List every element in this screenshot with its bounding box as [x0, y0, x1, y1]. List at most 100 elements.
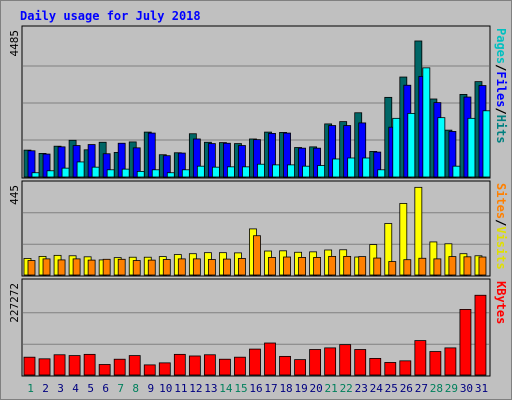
sites-visits-max-label: 445 [8, 185, 21, 205]
sites-visits-bar-sites-day-6 [102, 258, 111, 276]
sites-visits-bar-sites-day-18 [283, 256, 291, 276]
pages-files-hits-bar-pages-day-25 [392, 117, 401, 178]
pages-files-hits-bar-pages-day-11 [181, 169, 190, 178]
kbytes-bar-kbytes-day-14 [219, 358, 231, 376]
pages-files-hits-bar-files-day-13 [207, 143, 216, 178]
pages-files-hits-bar-files-day-14 [223, 142, 231, 178]
pages-files-hits-bar-files-day-22 [343, 125, 352, 178]
kbytes-bar-kbytes-day-1 [23, 356, 36, 376]
x-tick-label-day-6: 6 [102, 382, 109, 395]
x-tick-label-day-25: 25 [385, 382, 398, 395]
pages-files-hits-bar-files-day-6 [102, 153, 111, 178]
pages-files-hits-bar-files-day-9 [147, 132, 156, 178]
pages-files-hits-legend: Pages/Files/Hits [494, 28, 508, 144]
sites-visits-bar-sites-day-22 [343, 255, 352, 276]
kbytes-bar-kbytes-day-21 [324, 347, 337, 376]
x-tick-label-day-27: 27 [415, 382, 428, 395]
pages-files-hits-bar-pages-day-31 [482, 110, 491, 178]
pages-files-hits-bar-pages-day-22 [347, 157, 356, 178]
sites-visits-bar-visits-day-28 [429, 241, 438, 276]
pages-files-hits-bar-files-day-5 [87, 144, 96, 178]
sites-visits-bar-visits-day-25 [384, 223, 393, 276]
kbytes-bar-kbytes-day-9 [143, 364, 156, 376]
x-tick-label-day-14: 14 [219, 382, 233, 395]
kbytes-bar-kbytes-day-24 [369, 358, 382, 376]
legend-item-files: Files [494, 71, 508, 107]
pages-files-hits-bar-pages-day-13 [211, 166, 220, 178]
pages-files-hits-bar-files-day-15 [238, 145, 246, 178]
sites-visits-bar-sites-day-7 [117, 258, 126, 276]
pages-files-hits-bar-pages-day-2 [46, 170, 55, 178]
pages-files-hits-bar-pages-day-1 [31, 172, 40, 178]
pages-files-hits-bar-pages-day-28 [437, 117, 446, 178]
sites-visits-bar-sites-day-30 [463, 256, 472, 276]
pages-files-hits-bar-files-day-19 [298, 147, 306, 178]
sites-visits-bar-sites-day-1 [27, 260, 36, 276]
x-tick-label-day-4: 4 [72, 382, 79, 395]
legend-item-kbytes: KBytes [494, 281, 508, 324]
legend-item-visits: Visits [494, 226, 508, 269]
kbytes-bar-kbytes-day-25 [384, 362, 397, 376]
legend-item-slash: / [494, 64, 508, 71]
kbytes-bar-kbytes-day-6 [98, 364, 111, 376]
sites-visits-bar-sites-day-3 [57, 259, 66, 276]
kbytes-bar-kbytes-day-16 [249, 348, 261, 376]
x-tick-label-day-18: 18 [279, 382, 292, 395]
sites-visits-bar-sites-day-12 [192, 258, 201, 276]
sites-visits-bar-sites-day-24 [373, 257, 382, 276]
pages-files-hits-bar-pages-day-7 [121, 168, 130, 178]
x-tick-label-day-22: 22 [340, 382, 353, 395]
sites-visits-bar-sites-day-2 [42, 258, 51, 276]
sites-visits-bar-sites-day-20 [313, 257, 322, 276]
kbytes-bar-kbytes-day-31 [474, 294, 487, 376]
sites-visits-bar-sites-day-15 [238, 258, 246, 276]
kbytes-max-label: 227272 [8, 283, 21, 323]
kbytes-bar-kbytes-day-30 [459, 309, 472, 376]
pages-files-hits-bar-files-day-29 [448, 131, 457, 178]
pages-files-hits-bar-files-day-16 [253, 139, 261, 178]
pages-files-hits-bar-pages-day-15 [242, 166, 250, 178]
pages-files-hits-bar-pages-day-12 [196, 165, 205, 178]
x-tick-label-day-26: 26 [400, 382, 413, 395]
pages-files-hits-bar-files-day-10 [162, 155, 171, 178]
kbytes-bar-kbytes-day-8 [128, 355, 141, 376]
kbytes-bar-kbytes-day-3 [53, 354, 66, 376]
pages-files-hits-bar-pages-day-14 [227, 166, 235, 178]
legend-item-slash: / [494, 107, 508, 114]
x-tick-label-day-23: 23 [355, 382, 368, 395]
legend-item-sites: Sites [494, 183, 508, 219]
sites-visits-bar-sites-day-27 [418, 257, 427, 276]
kbytes-bar-kbytes-day-2 [38, 358, 51, 376]
pages-files-hits-bar-files-day-21 [328, 125, 337, 178]
sites-visits-bar-sites-day-31 [478, 256, 487, 276]
pages-files-hits-bar-pages-day-18 [287, 164, 295, 178]
x-tick-label-day-21: 21 [325, 382, 338, 395]
x-tick-label-day-10: 10 [159, 382, 172, 395]
sites-visits-bar-sites-day-11 [177, 258, 186, 276]
pages-files-hits-max-label: 4485 [8, 30, 21, 57]
pages-files-hits-bar-pages-day-27 [422, 67, 431, 178]
sites-visits-bar-sites-day-16 [253, 235, 261, 276]
x-tick-label-day-13: 13 [204, 382, 217, 395]
kbytes-bar-kbytes-day-4 [68, 355, 81, 376]
pages-files-hits-bar-files-day-12 [192, 138, 201, 178]
sites-visits-bar-sites-day-29 [448, 256, 457, 276]
kbytes-bar-kbytes-day-13 [203, 354, 216, 376]
kbytes-bar-kbytes-day-29 [444, 347, 457, 376]
pages-files-hits-bar-pages-day-6 [106, 169, 115, 178]
kbytes-bar-kbytes-day-27 [414, 340, 427, 376]
pages-files-hits-bar-files-day-4 [72, 145, 81, 178]
pages-files-hits-bar-files-day-20 [313, 147, 322, 178]
sites-visits-bar-sites-day-10 [162, 259, 171, 276]
kbytes-bar-kbytes-day-17 [264, 342, 276, 376]
pages-files-hits-bar-pages-day-21 [332, 158, 341, 178]
sites-visits-bar-sites-day-23 [358, 256, 367, 276]
sites-visits-bar-sites-day-17 [268, 257, 276, 276]
x-tick-label-day-1: 1 [27, 382, 34, 395]
sites-visits-bar-sites-day-8 [132, 260, 141, 276]
sites-visits-bar-sites-day-28 [433, 258, 442, 276]
pages-files-hits-bar-pages-day-3 [61, 167, 70, 178]
pages-files-hits-bar-files-day-2 [42, 153, 51, 178]
kbytes-bar-kbytes-day-20 [309, 349, 322, 376]
